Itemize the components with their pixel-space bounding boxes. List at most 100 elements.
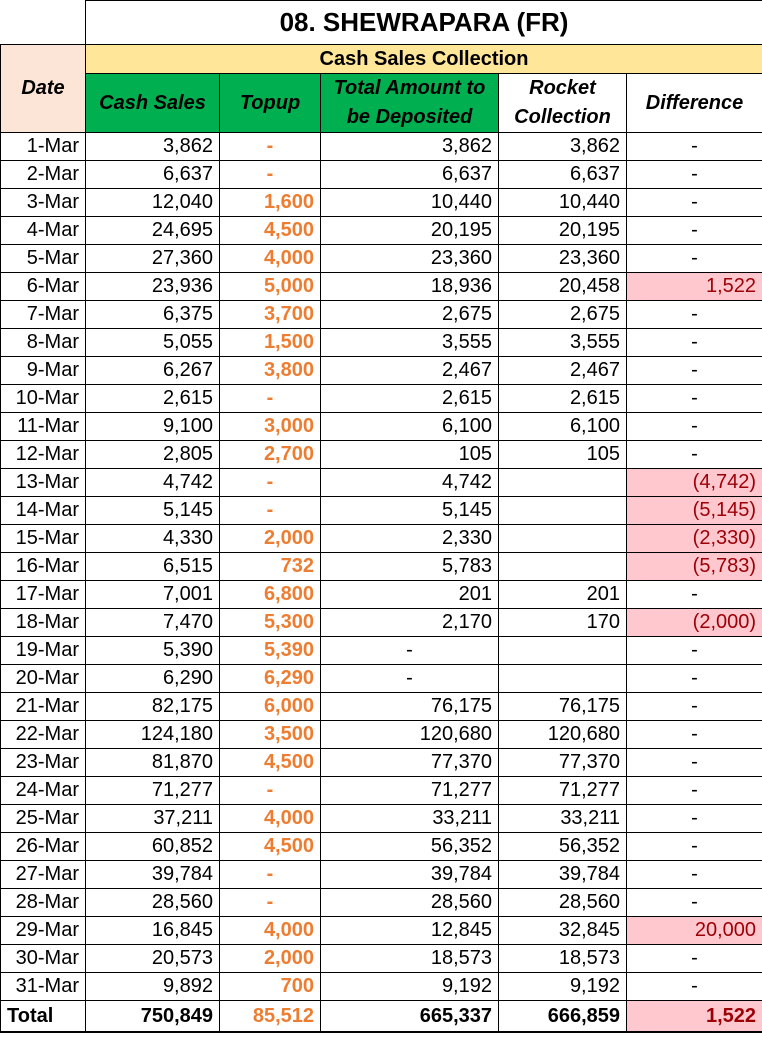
cash-sales-cell: 7,470 xyxy=(85,608,220,637)
total-amount-cell: 120,680 xyxy=(320,720,499,749)
cash-sales-cell: 5,055 xyxy=(85,328,220,357)
difference-cell: - xyxy=(625,720,762,749)
topup-cell: 1,600 xyxy=(219,188,321,217)
difference-cell: - xyxy=(625,440,762,469)
title-row: 08. SHEWRAPARA (FR) xyxy=(0,0,762,45)
total-amount-cell: 76,175 xyxy=(320,692,499,721)
difference-header: Difference xyxy=(625,73,762,133)
topup-header: Topup xyxy=(219,73,321,133)
difference-cell: - xyxy=(625,692,762,721)
topup-cell: - xyxy=(219,860,321,889)
date-cell: 9-Mar xyxy=(0,356,86,385)
date-cell: 13-Mar xyxy=(0,468,86,497)
total-amount-cell: 2,330 xyxy=(320,524,499,553)
difference-cell: - xyxy=(625,776,762,805)
difference-cell: - xyxy=(625,216,762,245)
table-row: 6-Mar 23,936 5,000 18,936 20,458 1,522 xyxy=(0,272,762,301)
rocket-collection-cell: 20,195 xyxy=(498,216,627,245)
total-amount-cell: 5,145 xyxy=(320,496,499,525)
rocket-collection-cell: 201 xyxy=(498,580,627,609)
topup-cell: 5,390 xyxy=(219,636,321,665)
date-cell: 31-Mar xyxy=(0,972,86,1001)
rocket-collection-cell: 71,277 xyxy=(498,776,627,805)
cash-sales-cell: 6,515 xyxy=(85,552,220,581)
table-row: 26-Mar 60,852 4,500 56,352 56,352- xyxy=(0,832,762,861)
cash-sales-cell: 6,375 xyxy=(85,300,220,329)
difference-cell: - xyxy=(625,384,762,413)
cash-sales-cell: 28,560 xyxy=(85,888,220,917)
table-row: 4-Mar 24,695 4,500 20,195 20,195- xyxy=(0,216,762,245)
rocket-collection-cell: 23,360 xyxy=(498,244,627,273)
column-header-row: Cash Sales Topup Total Amount to be Depo… xyxy=(1,73,762,133)
rocket-collection-cell xyxy=(498,636,627,665)
difference-cell: - xyxy=(625,972,762,1001)
topup-cell: 3,000 xyxy=(219,412,321,441)
total-amount-cell: 4,742 xyxy=(320,468,499,497)
date-cell: 30-Mar xyxy=(0,944,86,973)
total-amount-cell: 3,555 xyxy=(320,328,499,357)
cash-sales-cell: 9,892 xyxy=(85,972,220,1001)
total-amount-cell: 2,170 xyxy=(320,608,499,637)
rocket-collection-cell: 3,555 xyxy=(498,328,627,357)
date-cell: 11-Mar xyxy=(0,412,86,441)
table-row: 1-Mar 3,862-3,862 3,862- xyxy=(0,132,762,161)
cash-sales-header: Cash Sales xyxy=(85,73,220,133)
difference-cell: - xyxy=(625,244,762,273)
table-row: 22-Mar 124,180 3,500 120,680 120,680- xyxy=(0,720,762,749)
topup-cell: - xyxy=(219,776,321,805)
table-row: 3-Mar 12,040 1,600 10,440 10,440- xyxy=(0,188,762,217)
total-cash-sales: 750,849 xyxy=(85,1000,220,1033)
difference-cell: - xyxy=(625,300,762,329)
date-cell: 16-Mar xyxy=(0,552,86,581)
topup-cell: 2,700 xyxy=(219,440,321,469)
rocket-collection-cell: 18,573 xyxy=(498,944,627,973)
rocket-collection-cell: 32,845 xyxy=(498,916,627,945)
topup-cell: 4,000 xyxy=(219,244,321,273)
date-cell: 1-Mar xyxy=(0,132,86,161)
cash-sales-cell: 81,870 xyxy=(85,748,220,777)
table-row: 12-Mar 2,805 2,700 105 105- xyxy=(0,440,762,469)
topup-cell: - xyxy=(219,496,321,525)
total-amount-cell: 33,211 xyxy=(320,804,499,833)
difference-cell: - xyxy=(625,748,762,777)
difference-cell: - xyxy=(625,804,762,833)
table-row: 11-Mar 9,100 3,000 6,100 6,100- xyxy=(0,412,762,441)
total-amount-cell: 39,784 xyxy=(320,860,499,889)
total-amount-cell: 23,360 xyxy=(320,244,499,273)
table-row: 14-Mar 5,145-5,145 (5,145) xyxy=(0,496,762,525)
total-amount-deposited: 665,337 xyxy=(320,1000,499,1033)
topup-cell: 6,800 xyxy=(219,580,321,609)
topup-cell: 6,290 xyxy=(219,664,321,693)
rocket-collection-cell: 9,192 xyxy=(498,972,627,1001)
sheet-title: 08. SHEWRAPARA (FR) xyxy=(84,0,762,45)
table-row: 28-Mar 28,560-28,560 28,560- xyxy=(0,888,762,917)
table-row: 17-Mar 7,001 6,800 201 201- xyxy=(0,580,762,609)
total-amount-cell: 18,936 xyxy=(320,272,499,301)
total-label: Total xyxy=(0,1000,86,1033)
date-cell: 21-Mar xyxy=(0,692,86,721)
table-row: 31-Mar 9,892 700 9,192 9,192- xyxy=(0,972,762,1001)
cash-sales-cell: 124,180 xyxy=(85,720,220,749)
total-amount-cell: 5,783 xyxy=(320,552,499,581)
table-row: 30-Mar 20,573 2,000 18,573 18,573- xyxy=(0,944,762,973)
total-amount-cell: 2,467 xyxy=(320,356,499,385)
rocket-collection-cell: 2,675 xyxy=(498,300,627,329)
total-amount-cell: - xyxy=(320,664,499,693)
difference-cell: (5,145) xyxy=(625,496,762,525)
difference-cell: 20,000 xyxy=(625,916,762,945)
cash-sales-cell: 71,277 xyxy=(85,776,220,805)
difference-cell: - xyxy=(625,580,762,609)
date-cell: 27-Mar xyxy=(0,860,86,889)
date-cell: 28-Mar xyxy=(0,888,86,917)
topup-cell: 5,300 xyxy=(219,608,321,637)
topup-cell: 2,000 xyxy=(219,944,321,973)
section-subtitle: Cash Sales Collection xyxy=(84,44,762,74)
date-cell: 7-Mar xyxy=(0,300,86,329)
rocket-collection-cell: 6,637 xyxy=(498,160,627,189)
topup-cell: 3,500 xyxy=(219,720,321,749)
total-amount-cell: 20,195 xyxy=(320,216,499,245)
date-cell: 5-Mar xyxy=(0,244,86,273)
difference-cell: - xyxy=(625,356,762,385)
total-amount-cell: 2,615 xyxy=(320,384,499,413)
difference-cell: (4,742) xyxy=(625,468,762,497)
